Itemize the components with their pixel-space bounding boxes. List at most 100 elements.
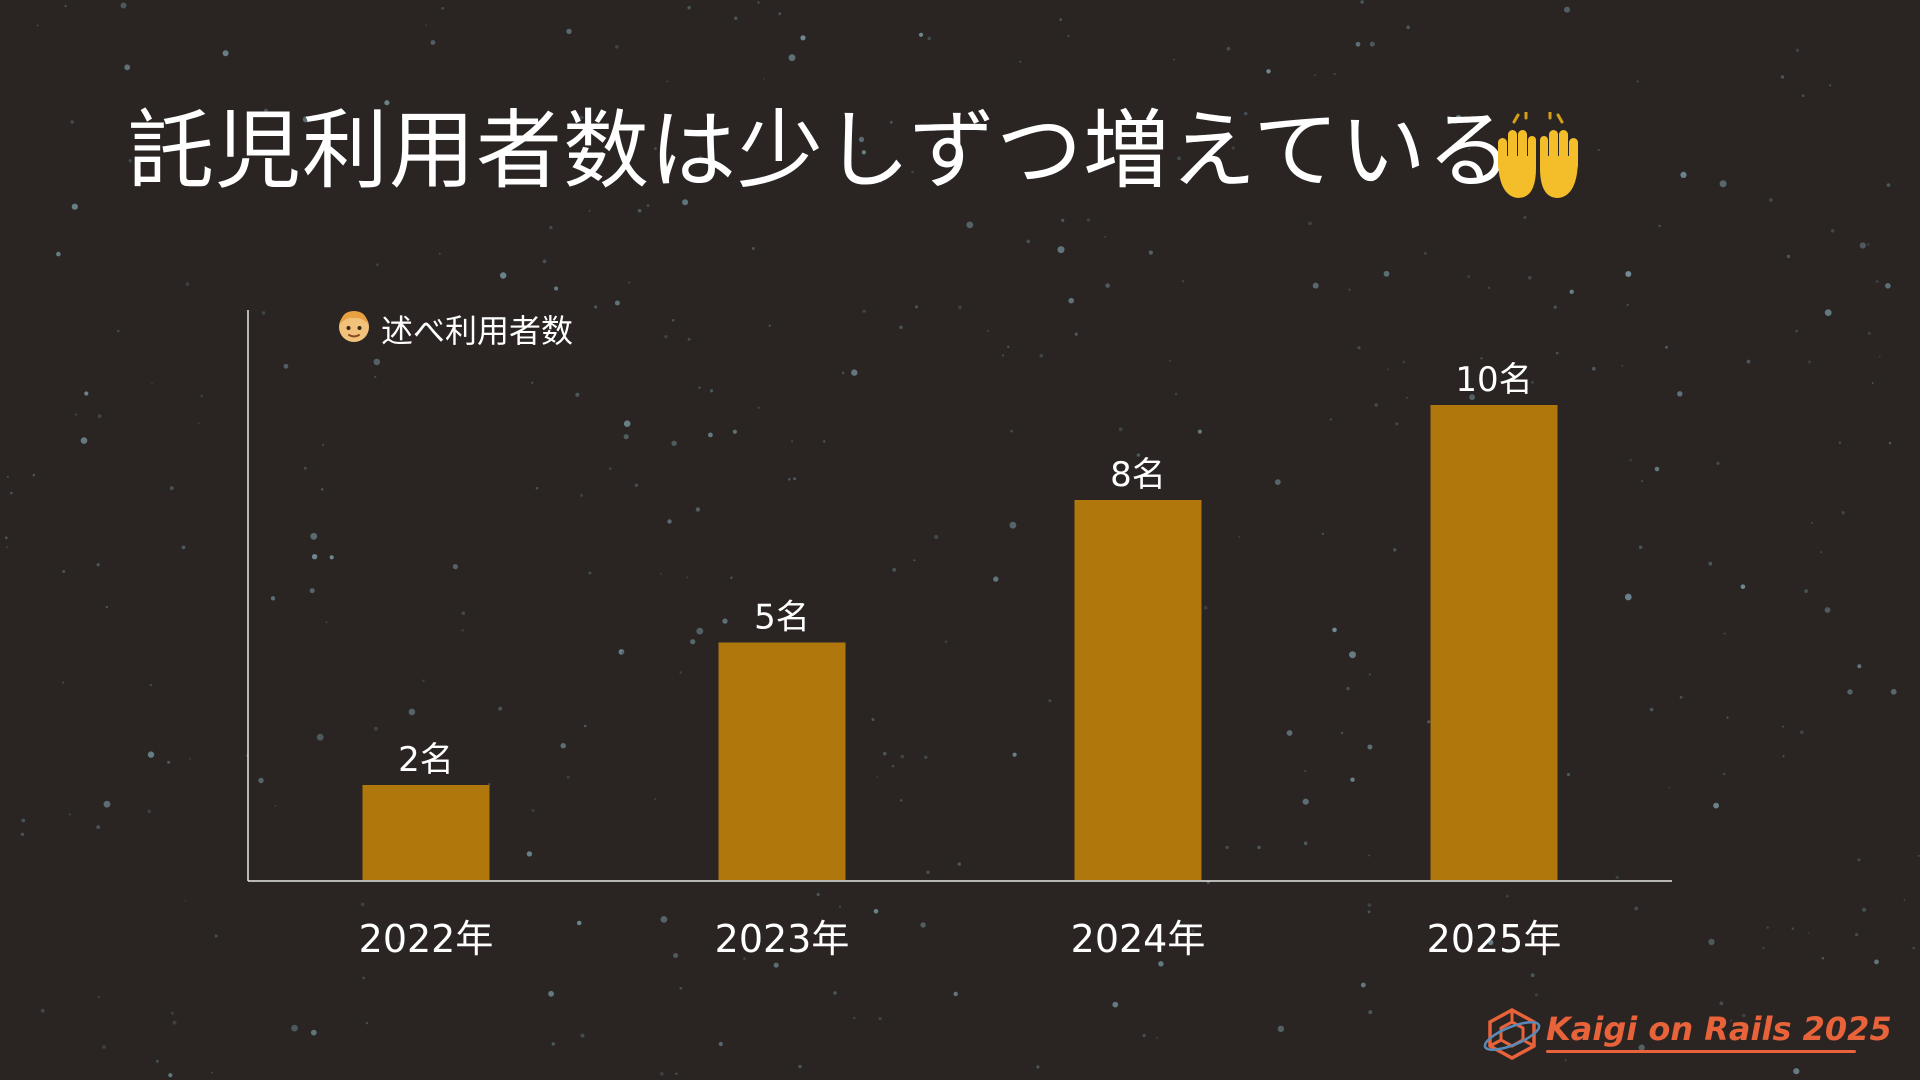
star [862,309,866,313]
star [1680,171,1687,178]
star [816,892,820,897]
star [944,640,948,643]
star [1658,224,1661,227]
star [1621,364,1624,367]
star [900,754,905,759]
raising-hands-icon [1498,112,1578,198]
star [376,263,379,267]
star [1829,84,1832,87]
star [1862,907,1867,912]
star [1468,147,1471,150]
star [120,2,127,9]
star [1360,982,1366,988]
star [200,395,203,398]
star [270,596,276,601]
star [103,800,111,808]
star [695,507,701,512]
star [441,6,445,10]
star [1007,345,1010,348]
star [1640,480,1644,483]
star [757,1,760,4]
star [1638,545,1643,550]
star [320,488,324,491]
star [1799,730,1804,735]
star [1057,246,1065,254]
star [732,429,738,434]
star [1357,346,1361,350]
star [1383,270,1390,277]
star [1634,906,1639,911]
star [664,335,668,339]
star [1074,332,1078,336]
star [871,718,875,721]
star [417,929,421,932]
star [1564,1059,1567,1062]
star [568,122,573,127]
data-label-0: 2名 [398,740,454,780]
star [1821,956,1825,960]
bar-3 [1430,405,1558,880]
star [10,491,13,495]
star [918,32,924,37]
star [1649,707,1654,712]
star [679,671,682,674]
x-tick-label-2: 2024年 [1071,917,1206,961]
star [1308,221,1312,226]
star [579,115,584,120]
star [686,576,689,579]
star [500,272,507,279]
star [1009,521,1017,529]
star [709,389,714,393]
star [858,136,865,143]
star [966,221,974,229]
star [1807,932,1810,934]
star [316,733,324,741]
star [310,532,318,540]
star [151,382,153,385]
star [1847,689,1853,695]
star [97,995,101,999]
star [1225,845,1229,850]
star [1274,479,1281,485]
star [1553,305,1557,309]
star [531,381,534,384]
star [889,120,893,124]
star [1566,772,1571,777]
star [147,809,151,814]
star [167,760,171,764]
star [654,147,657,150]
star [793,477,797,481]
star [1350,777,1355,782]
star [1726,716,1729,719]
star [117,329,120,333]
star [1912,946,1916,950]
star [634,483,639,487]
star [1597,148,1600,151]
star [1591,366,1596,371]
star [1786,254,1791,259]
star [1830,229,1835,233]
star [993,576,999,582]
star [1136,453,1141,457]
star [1878,355,1881,358]
star [535,486,539,490]
star [615,45,619,49]
star [614,300,620,306]
star [408,708,416,716]
star [882,751,887,756]
star [56,251,61,257]
star [147,751,155,758]
star [1723,632,1726,635]
star [743,957,747,961]
star [1708,938,1715,946]
star [1112,1001,1119,1008]
star [526,851,533,857]
star [62,570,66,573]
star [102,1045,106,1049]
star [1903,899,1906,902]
star [1722,772,1726,776]
star [40,1008,45,1013]
star [1105,283,1110,288]
star [1332,627,1337,633]
star [679,986,683,990]
